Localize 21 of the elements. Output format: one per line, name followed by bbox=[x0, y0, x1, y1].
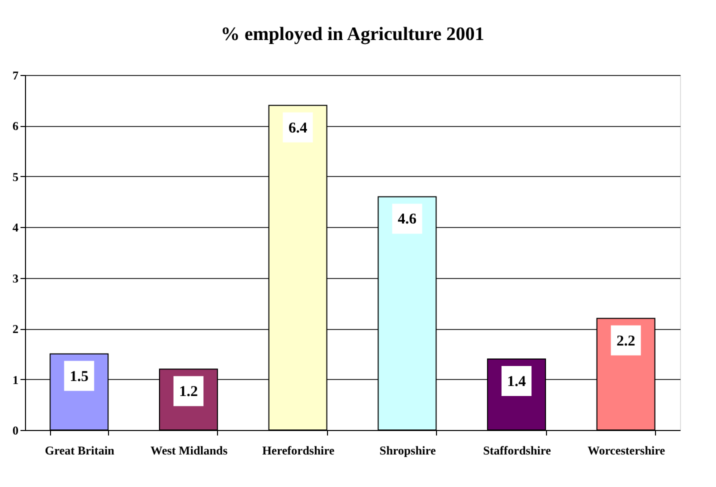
y-tick-label: 6 bbox=[12, 119, 18, 134]
data-label: 2.2 bbox=[616, 333, 636, 350]
y-tick-label: 1 bbox=[12, 372, 18, 387]
data-label: 1.4 bbox=[507, 374, 526, 390]
data-label: 4.6 bbox=[398, 212, 418, 228]
y-tick-label: 5 bbox=[12, 170, 18, 184]
y-tick-label: 3 bbox=[12, 271, 18, 286]
data-label: 1.5 bbox=[70, 368, 89, 385]
x-tick-label: West Midlands bbox=[150, 444, 228, 458]
y-tick-label: 4 bbox=[12, 220, 18, 235]
data-label: 1.2 bbox=[179, 384, 198, 400]
x-tick-label: Worcestershire bbox=[588, 444, 666, 458]
data-label: 6.4 bbox=[288, 120, 308, 136]
x-tick-label: Herefordshire bbox=[262, 444, 336, 458]
chart-title: % employed in Agriculture 2001 bbox=[220, 24, 484, 45]
x-tick-label: Shropshire bbox=[380, 444, 436, 458]
x-tick-label: Great Britain bbox=[44, 444, 115, 458]
y-tick-label: 0 bbox=[12, 424, 18, 438]
x-tick-label: Staffordshire bbox=[483, 444, 552, 458]
y-tick-label: 2 bbox=[12, 322, 18, 336]
y-tick-label: 7 bbox=[12, 68, 18, 82]
